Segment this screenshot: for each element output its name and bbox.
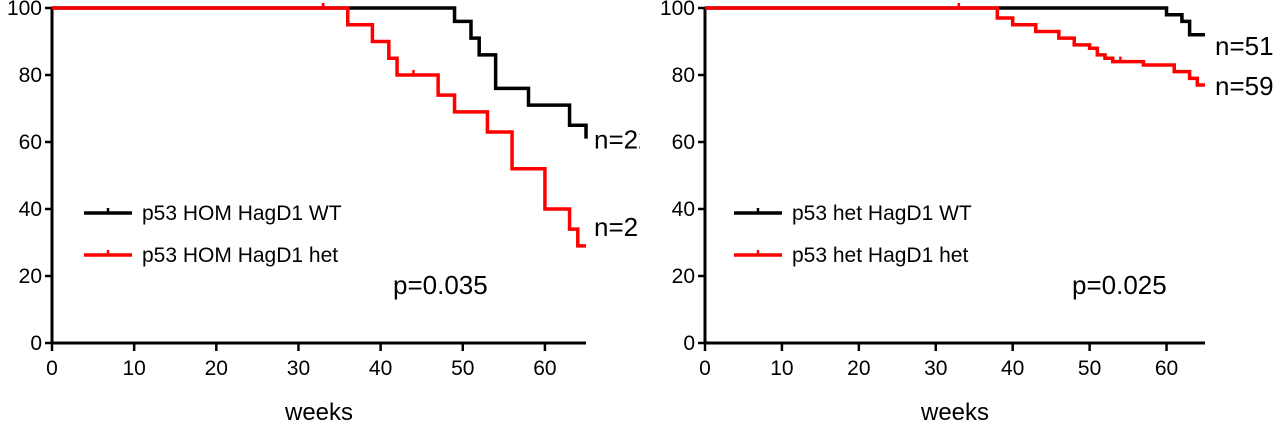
chart-left-y-tick-label: 40	[19, 198, 42, 221]
chart-left-y-tick-label: 100	[7, 0, 42, 20]
chart-right-x-tick-label: 20	[847, 357, 870, 380]
chart-right-y-tick-label: 40	[672, 198, 695, 221]
chart-left-x-tick-label: 30	[287, 357, 310, 380]
chart-right-y-tick-label: 20	[672, 265, 695, 288]
chart-left-legend-label-0: p53 HOM HagD1 WT	[142, 202, 342, 225]
chart-left-series-line-0	[52, 6, 588, 139]
chart-left-n-label-1: n=21	[594, 212, 640, 242]
survival-chart-right: 0 20 40 60 80 100 0 10 20 30 40 50 60 weeks n=51 p53 he…	[652, 0, 1280, 425]
chart-right-svg: 0 20 40 60 80 100 0 10 20 30 40 50 60 weeks n=51 p53 he…	[660, 0, 1274, 425]
chart-left-x-tick-label: 10	[122, 357, 145, 380]
chart-left-y-tick-label: 0	[30, 332, 42, 355]
survival-chart-left: 0 20 40 60 80 100 0 10 20 30 40 50 60 weeks n=22 p53 HO…	[7, 0, 640, 425]
chart-right-n-label-0: n=51	[1215, 31, 1274, 61]
chart-right-legend-label-1: p53 het HagD1 het	[792, 244, 968, 267]
chart-right-y-tick-label: 0	[683, 332, 695, 355]
chart-right-x-tick-label: 10	[770, 357, 793, 380]
chart-right-x-tick-label: 50	[1078, 357, 1101, 380]
chart-left-x-tick-label: 20	[205, 357, 228, 380]
chart-left-p-value: p=0.035	[393, 270, 488, 300]
chart-left-n-label-0: n=22	[594, 125, 640, 155]
chart-right-y-tick-label: 60	[672, 131, 695, 154]
chart-left-y-tick-label: 60	[19, 131, 42, 154]
chart-right-x-tick-label: 0	[699, 357, 711, 380]
chart-right-x-tick-label: 30	[924, 357, 947, 380]
chart-left-y-tick-label: 20	[19, 265, 42, 288]
chart-left-x-tick-label: 50	[451, 357, 474, 380]
chart-right-y-tick-label: 100	[660, 0, 695, 20]
chart-right-x-tick-label: 40	[1001, 357, 1024, 380]
chart-right-series-line-0	[705, 6, 1205, 37]
chart-left-x-axis-title: weeks	[284, 399, 353, 425]
chart-left-y-tick-label: 80	[19, 64, 42, 87]
chart-left-legend-label-1: p53 HOM HagD1 het	[142, 244, 338, 267]
chart-left-x-tick-label: 40	[369, 357, 392, 380]
chart-right-p-value: p=0.025	[1072, 270, 1167, 300]
chart-left-svg: 0 20 40 60 80 100 0 10 20 30 40 50 60 weeks n=22 p53 HO…	[7, 0, 640, 425]
chart-right-x-tick-label: 60	[1155, 357, 1178, 380]
chart-right-legend-label-0: p53 het HagD1 WT	[792, 202, 972, 225]
chart-left-x-tick-label: 60	[533, 357, 556, 380]
chart-right-n-label-1: n=59	[1215, 71, 1274, 101]
chart-right-x-axis-title: weeks	[920, 399, 989, 425]
chart-left-x-tick-label: 0	[46, 357, 58, 380]
chart-right-series-line-1	[705, 6, 1205, 87]
chart-right-y-tick-label: 80	[672, 64, 695, 87]
chart-left-series-line-1	[52, 6, 586, 248]
